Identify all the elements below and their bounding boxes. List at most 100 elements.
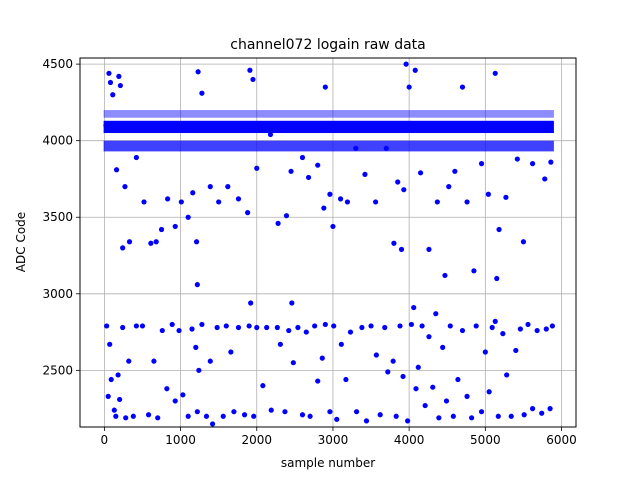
data-point [151, 358, 157, 364]
data-point [250, 76, 256, 83]
x-tick-label: 1000 [165, 433, 196, 447]
data-point [312, 323, 318, 329]
data-point [209, 421, 216, 427]
data-point [247, 67, 253, 73]
data-point [539, 410, 545, 416]
data-point [159, 327, 165, 334]
data-point [203, 413, 210, 419]
data-point [405, 418, 411, 424]
data-point [415, 364, 421, 370]
data-point [353, 409, 360, 415]
data-point [330, 223, 336, 230]
data-point [307, 413, 313, 419]
data-point [529, 406, 536, 412]
data-point [199, 90, 205, 96]
data-point [207, 358, 213, 364]
data-point [108, 376, 114, 383]
data-point [193, 344, 199, 350]
data-point [126, 358, 132, 364]
data-point [195, 69, 201, 75]
data-point [117, 396, 123, 403]
dense-band-lower [103, 140, 554, 152]
data-point [207, 184, 213, 190]
data-point [104, 323, 110, 329]
data-point [469, 415, 475, 421]
data-point [496, 226, 502, 233]
data-point [254, 165, 260, 171]
data-point [464, 199, 470, 205]
data-point [235, 196, 242, 202]
data-point [403, 61, 409, 67]
data-point [543, 326, 549, 332]
data-point [504, 372, 510, 378]
data-point [344, 199, 351, 205]
data-point [450, 413, 456, 419]
data-point [268, 407, 274, 413]
data-point [275, 220, 281, 226]
dense-band-upper [103, 110, 554, 118]
data-point [246, 323, 252, 329]
data-point [377, 412, 383, 418]
data-point [235, 324, 242, 331]
data-point [434, 199, 440, 205]
data-point [122, 184, 128, 190]
data-point [446, 184, 452, 190]
data-point [334, 416, 340, 422]
data-point [228, 349, 234, 355]
data-point [426, 334, 432, 340]
data-point [327, 191, 333, 197]
data-point [283, 213, 290, 219]
plot-frame [79, 57, 577, 428]
data-point [419, 323, 425, 329]
data-point [185, 214, 191, 220]
data-point [327, 409, 333, 415]
data-point [478, 409, 485, 415]
x-tick-label: 5000 [470, 433, 501, 447]
data-point [363, 418, 370, 424]
data-point [390, 358, 396, 364]
data-point [447, 323, 453, 329]
data-point [190, 190, 196, 196]
y-tick-label: 3500 [42, 210, 73, 224]
data-point [185, 413, 191, 419]
data-point [315, 378, 321, 384]
dense-band [103, 120, 554, 134]
data-point [400, 373, 406, 380]
data-point [113, 167, 120, 173]
data-point [482, 349, 488, 355]
data-point [105, 393, 111, 399]
data-point [359, 324, 365, 331]
data-point [368, 323, 374, 329]
data-point [401, 187, 407, 193]
data-point [542, 176, 548, 182]
data-point [267, 131, 274, 138]
data-point [426, 246, 432, 252]
data-point [385, 369, 391, 375]
data-point [110, 92, 116, 98]
data-point [303, 329, 309, 335]
data-point [443, 398, 450, 404]
data-point [343, 376, 349, 383]
data-point [440, 344, 446, 350]
y-tick-label: 3000 [42, 287, 73, 301]
data-point [395, 179, 401, 185]
data-point [289, 300, 295, 306]
data-point [277, 341, 283, 347]
data-points [103, 61, 555, 427]
data-point [514, 156, 520, 162]
data-point [362, 171, 368, 177]
x-tick-label: 4000 [394, 433, 425, 447]
data-point [178, 199, 184, 205]
data-point [521, 412, 527, 418]
y-tick-label: 2500 [42, 363, 73, 377]
data-point [412, 67, 418, 73]
data-point [148, 240, 154, 246]
data-point [548, 159, 554, 165]
data-point [260, 383, 266, 389]
data-point [517, 326, 523, 332]
data-point [422, 402, 428, 409]
data-point [254, 324, 260, 331]
data-point [223, 323, 229, 329]
data-point [106, 70, 112, 76]
